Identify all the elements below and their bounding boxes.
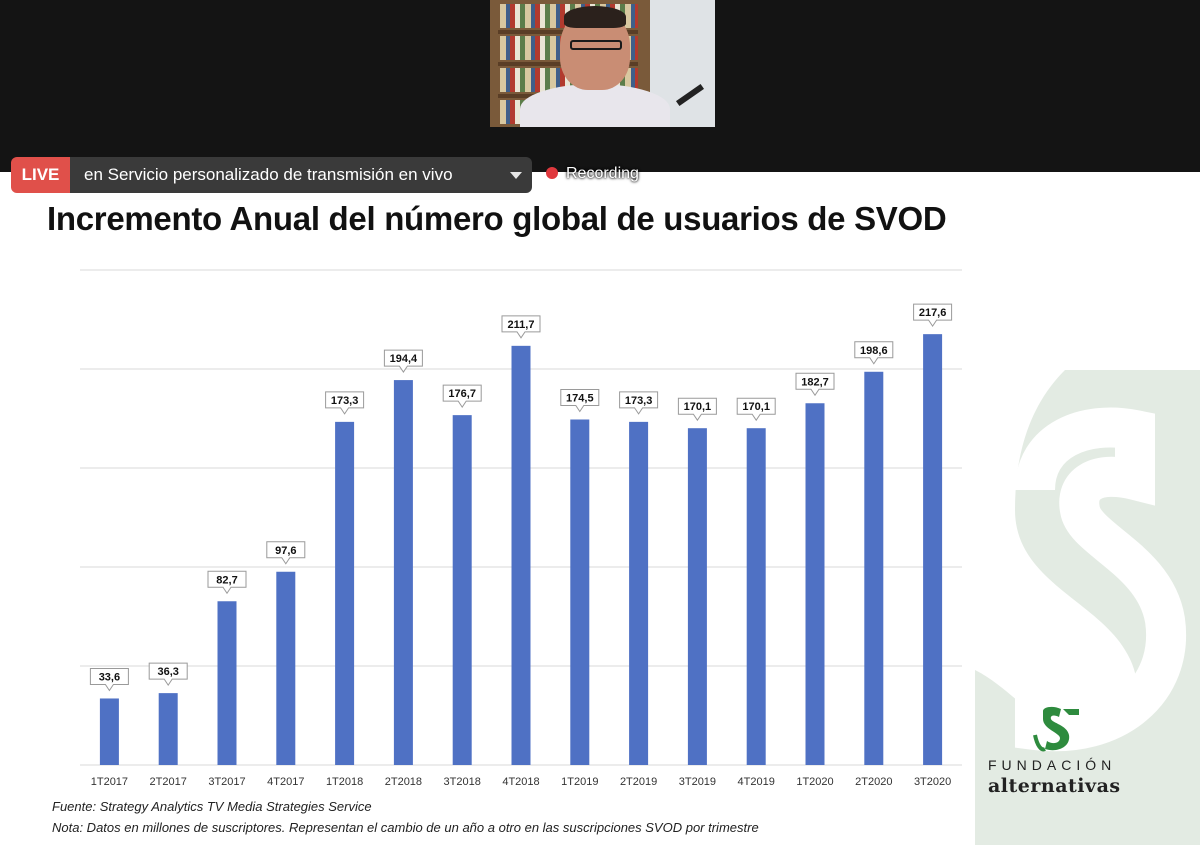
bar (158, 693, 178, 765)
slide-footnote: Fuente: Strategy Analytics TV Media Stra… (52, 796, 759, 838)
logo-line-2: alternativas (988, 775, 1121, 797)
fundacion-alternativas-logo: FUNDACIÓN alternativas (985, 705, 1145, 800)
data-label-box (736, 397, 776, 422)
logo-symbol-icon (1033, 706, 1079, 752)
bar (629, 421, 649, 765)
data-label: 170,1 (742, 401, 770, 413)
live-badge: LIVE (11, 157, 70, 193)
bar (805, 403, 825, 765)
x-tick-label: 2T2017 (150, 776, 187, 788)
x-tick-label: 4T2019 (738, 776, 775, 788)
slide-title: Incremento Anual del número global de us… (47, 200, 947, 237)
x-tick-label: 4T2018 (502, 776, 539, 788)
stream-destination-label: en Servicio personalizado de transmisión… (84, 165, 453, 184)
x-tick-label: 3T2019 (679, 776, 716, 788)
data-label: 36,3 (157, 666, 178, 678)
data-label: 198,6 (860, 345, 888, 357)
data-label: 97,6 (275, 545, 296, 557)
x-tick-label: 1T2020 (796, 776, 833, 788)
presenter-glasses (570, 40, 622, 50)
x-tick-label: 2T2020 (855, 776, 892, 788)
data-label-box (148, 662, 188, 687)
data-label-box (501, 315, 541, 339)
bar (393, 380, 413, 765)
data-label: 173,3 (331, 395, 359, 407)
bar (335, 421, 355, 765)
data-label: 217,6 (919, 307, 947, 319)
presenter-hair (564, 6, 626, 28)
x-tick-label: 1T2017 (91, 776, 128, 788)
x-tick-label: 1T2019 (561, 776, 598, 788)
recording-indicator: Recording (546, 163, 639, 185)
data-note: Nota: Datos en millones de suscriptores.… (52, 820, 759, 835)
data-label-box (325, 391, 365, 415)
record-dot-icon (546, 167, 558, 179)
logo-line-1: FUNDACIÓN (988, 757, 1117, 773)
recording-label: Recording (566, 165, 639, 182)
data-label: 182,7 (801, 376, 829, 388)
data-label-box (913, 303, 953, 328)
x-tick-label: 3T2017 (208, 776, 245, 788)
data-label: 174,5 (566, 392, 594, 404)
bar (570, 419, 590, 765)
data-label-box (383, 349, 423, 373)
data-label-box (207, 570, 247, 595)
bar (687, 428, 707, 765)
bar (99, 698, 119, 765)
x-tick-label: 2T2018 (385, 776, 422, 788)
presenter-shirt (520, 84, 670, 127)
watermark-logo (975, 370, 1200, 845)
bar (923, 334, 943, 765)
data-label: 170,1 (684, 401, 712, 413)
stream-destination-dropdown[interactable]: en Servicio personalizado de transmisión… (70, 157, 532, 193)
x-tick-label: 1T2018 (326, 776, 363, 788)
source-note: Fuente: Strategy Analytics TV Media Stra… (52, 799, 372, 814)
bar (452, 415, 472, 765)
data-label: 176,7 (448, 388, 476, 400)
x-tick-label: 3T2020 (914, 776, 951, 788)
x-tick-label: 3T2018 (444, 776, 481, 788)
x-tick-label: 2T2019 (620, 776, 657, 788)
data-label-box (89, 667, 129, 692)
data-label: 173,3 (625, 395, 653, 407)
video-strip (0, 0, 1200, 172)
data-label: 194,4 (390, 353, 418, 365)
data-label-box (442, 384, 482, 409)
data-label-box (854, 341, 894, 365)
bar (511, 345, 531, 765)
data-label-box (619, 391, 659, 415)
chevron-down-icon[interactable] (510, 172, 522, 179)
x-tick-label: 4T2017 (267, 776, 304, 788)
bar (746, 428, 766, 765)
data-label: 211,7 (508, 319, 535, 331)
webcam-video (490, 0, 715, 127)
data-label-box (677, 397, 717, 422)
data-label-box (795, 372, 835, 397)
bar (864, 371, 884, 765)
data-label-box (266, 541, 306, 565)
data-label-box (560, 388, 600, 413)
data-label: 33,6 (99, 671, 120, 683)
data-label: 82,7 (216, 574, 237, 586)
bar (276, 571, 296, 765)
bar (217, 601, 237, 765)
